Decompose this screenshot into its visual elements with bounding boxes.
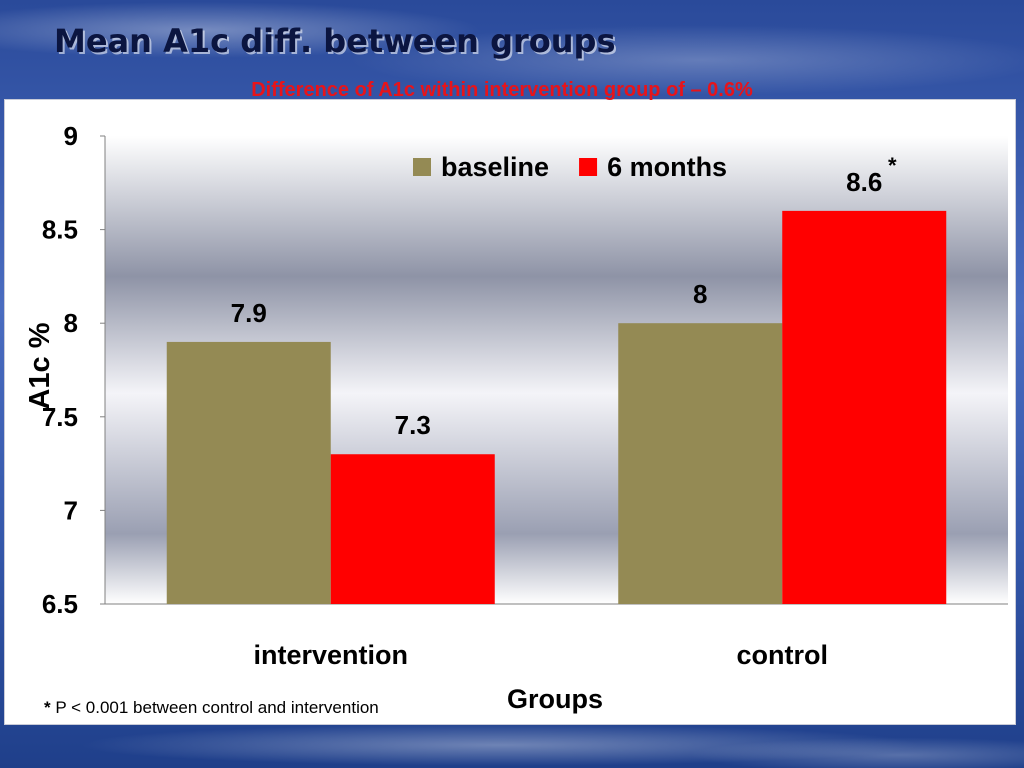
bar-control-baseline [618,323,783,604]
bar-value-label: 7.3 [395,410,431,440]
chart-legend: baseline 6 months [413,152,727,182]
y-tick-label: 9 [64,121,78,151]
legend-swatch [579,158,598,176]
y-tick-label: 7 [64,495,78,525]
x-tick-label: control [737,640,829,670]
significance-marker: * [888,153,897,178]
bar-value-label: 8.6 [846,167,882,197]
footnote: * P < 0.001 between control and interven… [44,698,379,718]
bar-intervention-baseline [166,341,331,604]
bar-intervention-6-months [330,454,495,604]
legend-swatch [413,158,431,176]
bar-value-label: 8 [693,279,707,309]
x-axis-title: Groups [507,684,603,714]
x-tick-label: intervention [253,640,408,670]
slide-title: Mean A1c diff. between groups [54,22,616,60]
y-tick-label: 6.5 [42,589,78,619]
legend-label: baseline [441,152,549,182]
y-axis-title: A1c % [24,322,56,409]
footnote-star: * [44,698,51,717]
legend-label: 6 months [607,152,727,182]
footnote-text: P < 0.001 between control and interventi… [55,698,379,717]
chart-panel: 9 8.5 8 7.5 7 6.5 7.9 7.3 8 8.6 * intervention con… [5,100,1015,724]
chart-subtitle: Difference of A1c within intervention gr… [251,79,753,101]
y-tick-label: 7.5 [42,402,78,432]
bar-chart: 98.587.576.5 7.97.388.6* intervention con… [24,121,1008,714]
bar-control-6-months [782,210,947,604]
bar-value-label: 7.9 [231,298,267,328]
y-tick-label: 8 [64,308,78,338]
y-tick-label: 8.5 [42,215,78,245]
